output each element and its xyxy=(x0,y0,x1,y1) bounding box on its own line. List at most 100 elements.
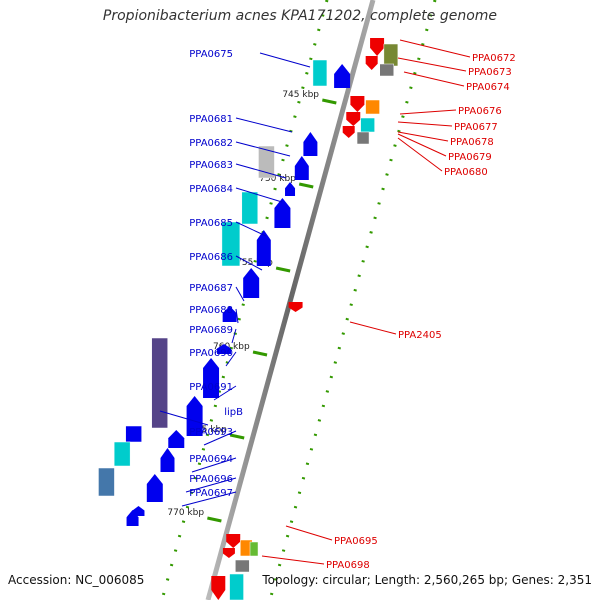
forward-gene-arrow xyxy=(222,306,237,322)
reverse-gene-label: PPA0677 xyxy=(454,122,498,133)
forward-gene-box xyxy=(221,221,241,267)
forward-gene-arrow xyxy=(146,474,163,502)
forward-gene-label: PPA0682 xyxy=(189,138,233,149)
reverse-label-leader xyxy=(349,321,397,335)
forward-gene-arrow xyxy=(285,182,296,196)
scale-tick xyxy=(322,98,337,105)
genome-backbone xyxy=(205,0,376,600)
forward-gene-arrow xyxy=(168,430,185,448)
map-title: Propionibacterium acnes KPA171202, compl… xyxy=(102,8,498,24)
forward-gene-arrow xyxy=(126,510,139,526)
forward-gene-arrow xyxy=(294,156,309,180)
accession-text: Accession: NC_006085 xyxy=(8,573,145,587)
reverse-gene-box xyxy=(379,63,394,77)
forward-gene-label: PPA0691 xyxy=(189,382,233,393)
forward-gene-box xyxy=(258,145,275,179)
scale-label: 745 kbp xyxy=(282,90,319,100)
scale-label: 750 kbp xyxy=(259,174,296,184)
forward-label-leader xyxy=(235,308,239,324)
reverse-gene-box xyxy=(249,541,259,557)
reverse-gene-arrow xyxy=(288,302,303,312)
reverse-gene-label: PPA0680 xyxy=(444,167,488,178)
forward-gene-label: PPA0697 xyxy=(189,488,233,499)
reverse-label-leader xyxy=(397,131,449,142)
forward-gene-label: PPA0694 xyxy=(189,454,233,465)
forward-gene-label: PPA0693 xyxy=(189,427,233,438)
scale-label: 760 kbp xyxy=(213,342,250,352)
reverse-gene-box xyxy=(229,573,244,600)
forward-gene-arrow xyxy=(243,268,260,298)
reverse-gene-arrow xyxy=(350,96,365,112)
scale-label: 765 kbp xyxy=(190,425,227,435)
forward-label-leader xyxy=(159,410,209,426)
forward-gene-arrow xyxy=(160,448,175,472)
forward-gene-label: PPA0681 xyxy=(189,114,233,125)
scale-label: 755 kbp xyxy=(236,258,273,268)
forward-gene-box xyxy=(113,441,131,467)
forward-label-leader xyxy=(235,117,293,133)
reverse-label-leader xyxy=(399,39,471,58)
scale-tick xyxy=(207,516,222,523)
forward-label-leader xyxy=(203,430,237,446)
forward-gene-box xyxy=(125,425,142,443)
forward-label-leader xyxy=(235,286,245,302)
forward-gene-box xyxy=(151,337,168,429)
topology-text: Topology: circular; Length: 2,560,265 bp… xyxy=(262,573,592,587)
forward-gene-label: lipB xyxy=(224,407,243,418)
reverse-gene-arrow xyxy=(370,38,385,56)
reverse-gene-box xyxy=(383,43,399,67)
reverse-gene-box xyxy=(235,559,250,573)
forward-gene-label: PPA0689 xyxy=(189,325,233,336)
reverse-label-leader xyxy=(285,525,333,541)
forward-gene-arrow xyxy=(334,64,351,88)
reverse-gene-label: PPA0676 xyxy=(458,106,502,117)
forward-gene-box xyxy=(312,59,328,87)
forward-label-leader xyxy=(259,52,311,68)
scale-tick xyxy=(252,350,268,357)
forward-label-leader xyxy=(235,141,291,157)
forward-gene-label: PPA0686 xyxy=(189,252,233,263)
reverse-label-leader xyxy=(399,109,457,115)
forward-label-leader xyxy=(225,351,237,367)
forward-label-leader xyxy=(235,187,283,203)
reverse-label-leader xyxy=(397,133,447,157)
forward-gene-arrow xyxy=(186,396,203,436)
forward-gene-label: PPA0687 xyxy=(189,283,233,294)
reverse-gene-label: PPA0672 xyxy=(472,53,516,64)
forward-gene-arrow xyxy=(217,344,232,354)
forward-label-leader xyxy=(235,255,263,271)
forward-label-leader xyxy=(191,457,237,473)
reverse-gene-label: PPA0674 xyxy=(466,82,510,93)
reverse-label-leader xyxy=(397,121,453,127)
forward-gene-label: PPA0690 xyxy=(189,348,233,359)
forward-gene-arrow xyxy=(274,198,291,228)
forward-label-leader xyxy=(185,477,237,493)
reverse-gene-label: PPA0673 xyxy=(468,67,512,78)
forward-gene-label: PPA0683 xyxy=(189,160,233,171)
reverse-gene-box xyxy=(356,131,370,145)
reverse-gene-label: PPA0679 xyxy=(448,152,492,163)
reverse-gene-label: PPA0695 xyxy=(334,536,378,547)
forward-gene-arrow xyxy=(132,506,145,516)
reverse-gene-box xyxy=(365,99,380,115)
reverse-label-leader xyxy=(397,57,467,72)
forward-gene-arrow xyxy=(256,230,271,266)
forward-label-leader xyxy=(213,385,237,401)
reverse-gene-arrow xyxy=(365,56,378,70)
reverse-gene-arrow xyxy=(342,126,355,138)
forward-label-leader xyxy=(235,163,287,179)
forward-gene-label: PPA0696 xyxy=(189,474,233,485)
scale-tick xyxy=(229,433,245,440)
reverse-gene-arrow xyxy=(226,534,241,548)
reverse-gene-arrow xyxy=(222,548,235,558)
reverse-gene-label: PPA2405 xyxy=(398,330,442,341)
scale-tick xyxy=(298,182,314,189)
forward-gene-arrow xyxy=(203,358,220,398)
forward-gene-label: PPA0684 xyxy=(189,184,233,195)
forward-gene-arrow xyxy=(303,132,318,156)
scale-label: 770 kbp xyxy=(167,508,204,518)
reverse-gene-label: PPA0698 xyxy=(326,560,370,571)
scale-tick xyxy=(275,266,291,273)
forward-gene-label: PPA0688 xyxy=(189,305,233,316)
